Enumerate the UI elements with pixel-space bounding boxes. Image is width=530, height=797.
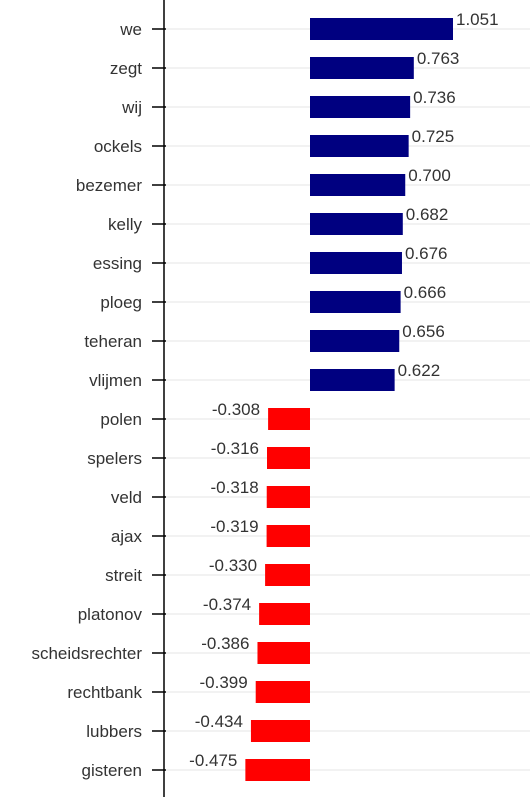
data-label: 0.622 (398, 361, 441, 380)
labels: we 1.051 zegt 0.763 wij 0.736 ockels 0.725 bezem… (31, 10, 498, 780)
y-tick-label: wij (121, 98, 142, 117)
bar (266, 486, 310, 508)
data-label: -0.399 (200, 673, 248, 692)
bar (310, 57, 414, 79)
data-label: 0.736 (413, 88, 456, 107)
bar (266, 525, 310, 547)
y-tick-label: scheidsrechter (31, 644, 142, 663)
grid-lines (164, 28, 530, 771)
y-tick-label: veld (111, 488, 142, 507)
bar (310, 18, 453, 40)
y-tick-label: lubbers (86, 722, 142, 741)
bar (310, 252, 402, 274)
bar (250, 720, 310, 742)
y-tick-label: rechtbank (67, 683, 142, 702)
data-label: 0.725 (412, 127, 455, 146)
y-tick-label: kelly (108, 215, 143, 234)
data-label: -0.316 (211, 439, 259, 458)
y-tick-label: essing (93, 254, 142, 273)
data-label: 0.666 (404, 283, 447, 302)
bar (267, 447, 310, 469)
data-label: -0.308 (212, 400, 260, 419)
bar (310, 135, 409, 157)
bar (310, 330, 400, 352)
y-tick-label: ajax (111, 527, 143, 546)
data-label: -0.330 (209, 556, 257, 575)
y-tick-label: polen (100, 410, 142, 429)
y-axis (152, 0, 166, 797)
y-tick-label: platonov (78, 605, 143, 624)
bar (257, 642, 310, 664)
data-label: 0.700 (408, 166, 451, 185)
bar (310, 174, 406, 196)
y-tick-label: ploeg (100, 293, 142, 312)
y-tick-label: teheran (84, 332, 142, 351)
data-label: 0.656 (402, 322, 445, 341)
bar (310, 291, 401, 313)
y-tick-label: we (119, 20, 142, 39)
data-label: -0.319 (210, 517, 258, 536)
y-tick-label: zegt (110, 59, 142, 78)
bar (259, 603, 310, 625)
bar (255, 681, 310, 703)
y-tick-label: streit (105, 566, 142, 585)
data-label: -0.475 (189, 751, 237, 770)
bar (265, 564, 310, 586)
bar (268, 408, 310, 430)
y-tick-label: ockels (94, 137, 142, 156)
y-tick-label: gisteren (82, 761, 142, 780)
y-tick-label: vlijmen (89, 371, 142, 390)
bar (310, 96, 411, 118)
y-tick-label: bezemer (76, 176, 142, 195)
bar (310, 369, 395, 391)
bars (245, 18, 453, 781)
data-label: -0.374 (203, 595, 251, 614)
data-label: -0.386 (201, 634, 249, 653)
data-label: -0.434 (195, 712, 243, 731)
bar (310, 213, 403, 235)
data-label: 0.763 (417, 49, 460, 68)
bar (245, 759, 310, 781)
data-label: 0.676 (405, 244, 448, 263)
data-label: -0.318 (211, 478, 259, 497)
data-label: 1.051 (456, 10, 499, 29)
y-tick-label: spelers (87, 449, 142, 468)
data-label: 0.682 (406, 205, 449, 224)
